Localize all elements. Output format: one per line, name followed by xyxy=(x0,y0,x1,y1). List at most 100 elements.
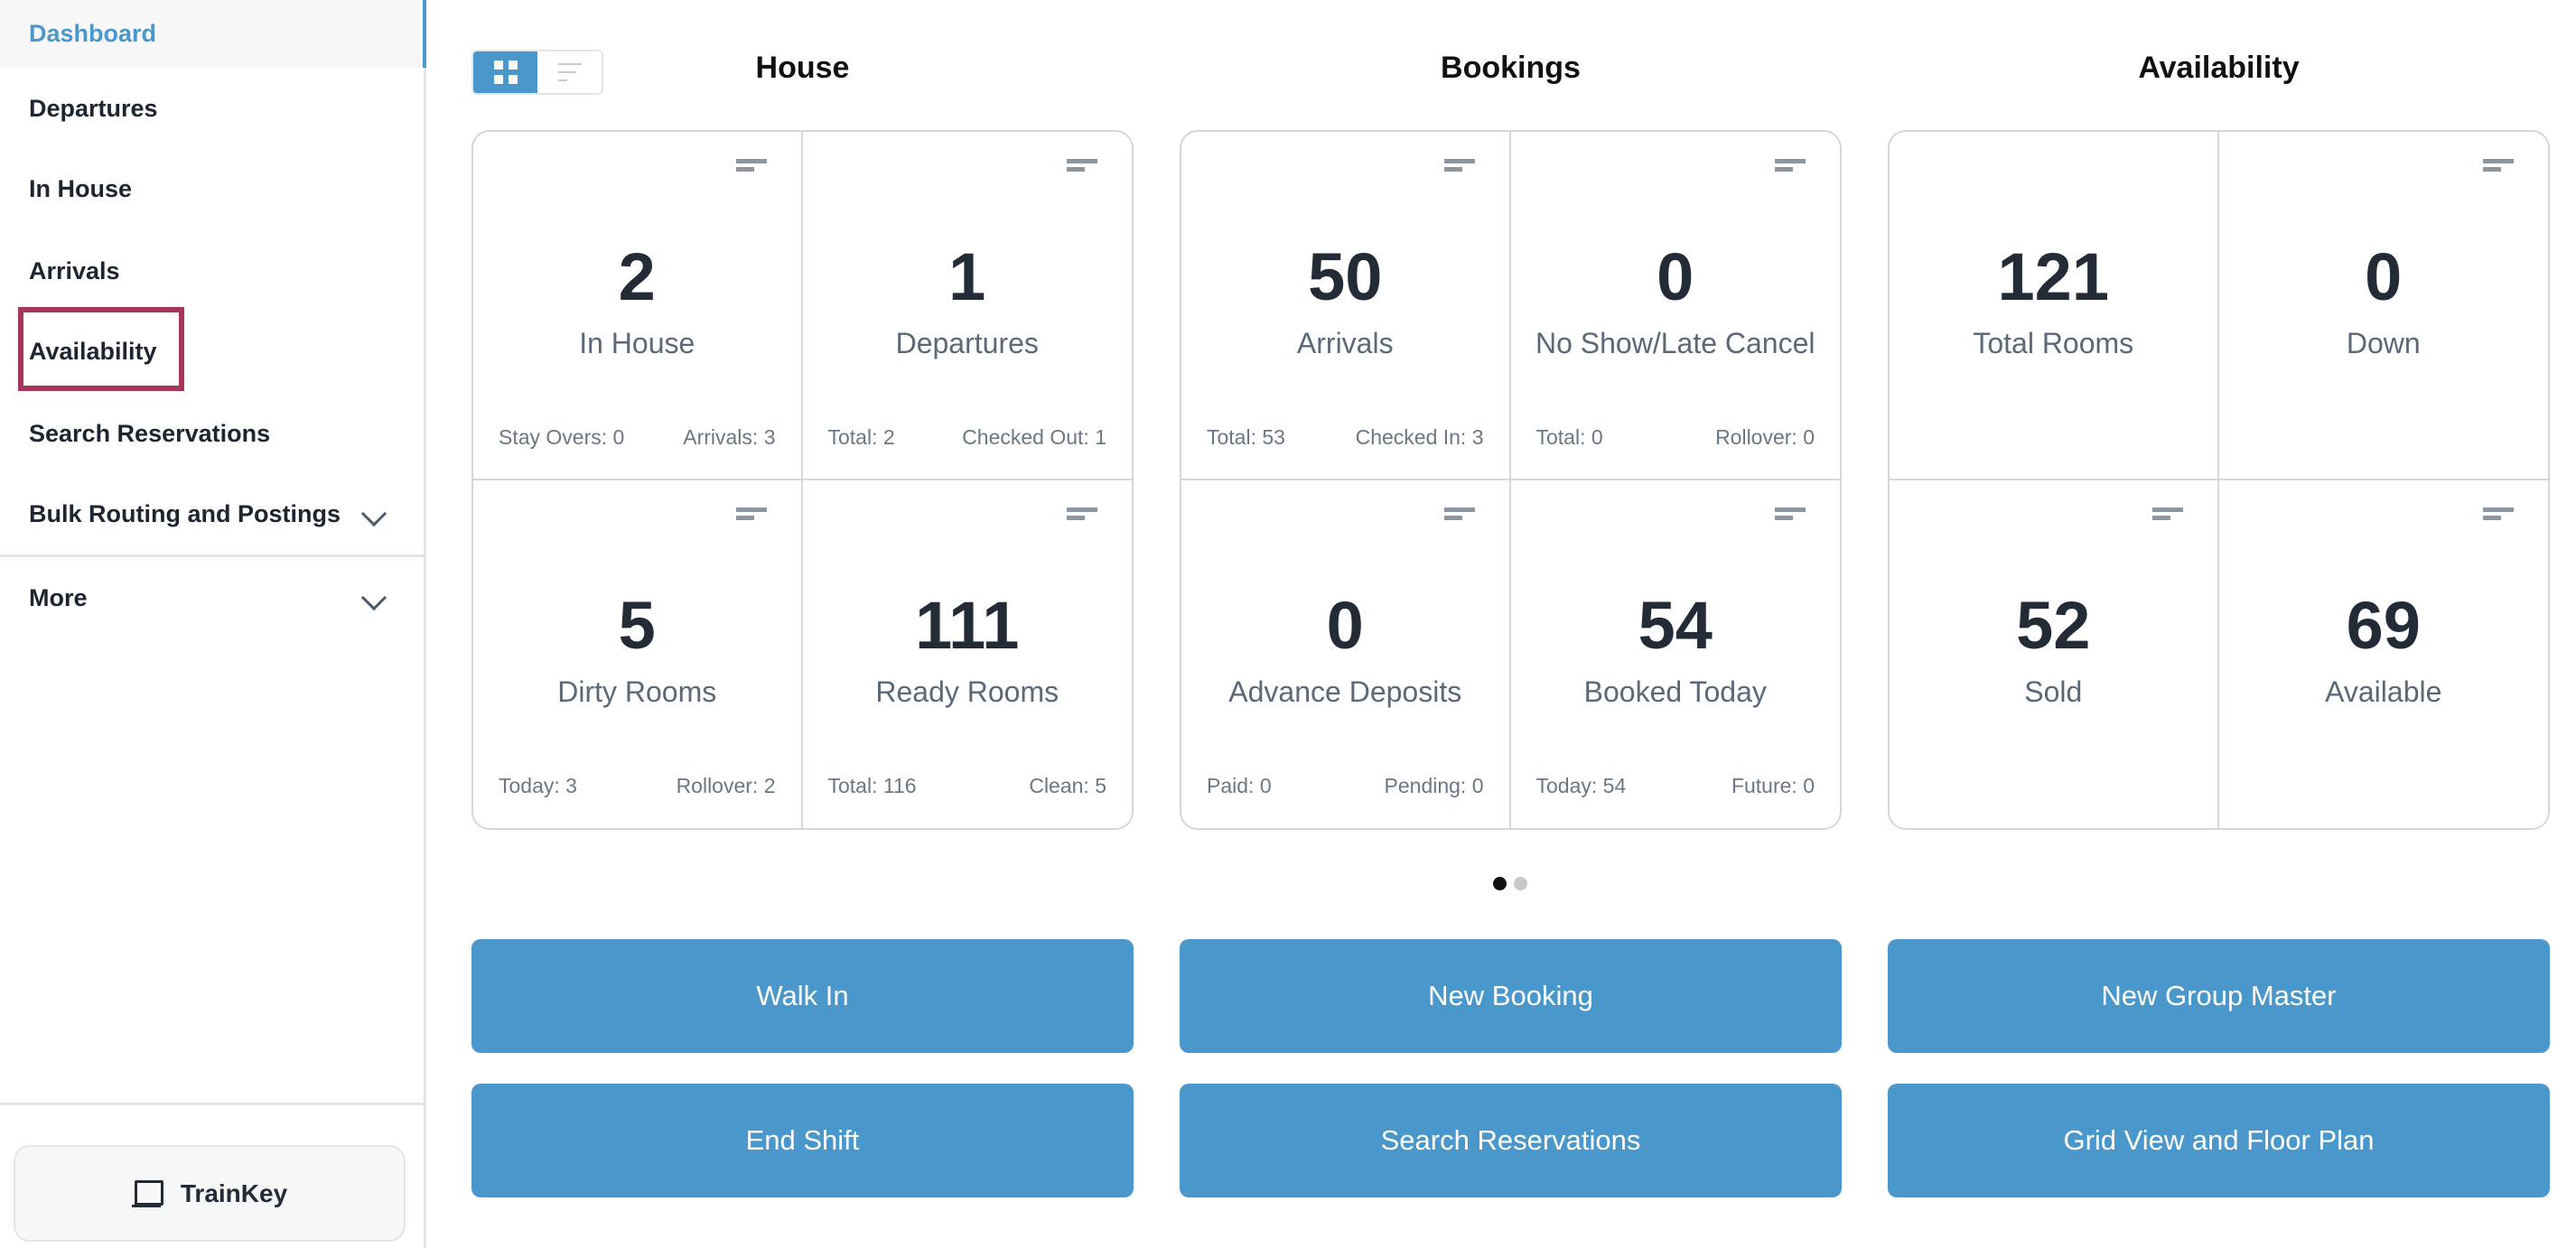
card-group-availability: 121 Total Rooms 0 Down 52 Sold 69 Available xyxy=(1888,130,2550,830)
page-dot-1[interactable] xyxy=(1493,877,1507,890)
stat-card-available[interactable]: 69 Available xyxy=(2219,480,2549,829)
view-toggle xyxy=(471,50,603,95)
stat-footer-right: Rollover: 2 xyxy=(676,773,776,797)
grid-icon xyxy=(493,61,518,84)
sort-menu-icon[interactable] xyxy=(1775,159,1806,179)
sidebar-item-arrivals[interactable]: Arrivals xyxy=(0,235,424,307)
stat-value: 1 xyxy=(948,239,986,314)
stat-value: 0 xyxy=(1326,587,1364,663)
sidebar-item-label: More xyxy=(29,583,88,611)
stat-label: Departures xyxy=(895,327,1039,359)
sort-menu-icon[interactable] xyxy=(735,159,767,179)
stat-card-booked-today[interactable]: 54 Booked Today Today: 54 Future: 0 xyxy=(1511,480,1841,829)
stat-value: 54 xyxy=(1638,587,1713,663)
stat-footer-left: Paid: 0 xyxy=(1207,773,1272,797)
stat-footer-right: Arrivals: 3 xyxy=(683,425,776,449)
stat-label: Arrivals xyxy=(1296,327,1394,359)
stat-footer: Today: 3 Rollover: 2 xyxy=(499,774,776,798)
stat-label: Down xyxy=(2346,327,2421,359)
stat-label: Booked Today xyxy=(1583,675,1767,708)
end-shift-button[interactable]: End Shift xyxy=(471,1084,1134,1197)
sidebar-item-in-house[interactable]: In House xyxy=(0,153,424,225)
trainkey-label: TrainKey xyxy=(180,1178,288,1207)
stat-card-sold[interactable]: 52 Sold xyxy=(1890,480,2219,828)
stat-card-dirty-rooms[interactable]: 5 Dirty Rooms Today: 3 Rollover: 2 xyxy=(473,480,803,828)
sidebar-item-dashboard[interactable]: Dashboard xyxy=(0,0,426,68)
stat-footer-right: Rollover: 0 xyxy=(1715,425,1815,449)
pagination-dots xyxy=(1493,877,1527,890)
section-title-bookings: Bookings xyxy=(1441,51,1581,85)
stat-card-departures[interactable]: 1 Departures Total: 2 Checked Out: 1 xyxy=(802,132,1132,480)
chevron-down-icon xyxy=(360,584,387,611)
stat-value: 0 xyxy=(2365,239,2403,314)
section-title-house: House xyxy=(755,51,850,85)
stat-card-down[interactable]: 0 Down xyxy=(2218,132,2548,480)
sort-menu-icon[interactable] xyxy=(1067,507,1097,527)
sort-menu-icon[interactable] xyxy=(735,507,767,527)
sidebar-item-departures[interactable]: Departures xyxy=(0,72,424,144)
stat-value: 52 xyxy=(2016,587,2091,663)
stat-card-total-rooms[interactable]: 121 Total Rooms xyxy=(1890,132,2219,480)
stat-footer-right: Pending: 0 xyxy=(1384,773,1484,797)
stat-footer-left: Total: 116 xyxy=(827,773,917,797)
sidebar-item-availability[interactable]: Availability xyxy=(0,315,424,387)
stat-card-advance-deposits[interactable]: 0 Advance Deposits Paid: 0 Pending: 0 xyxy=(1181,480,1511,828)
search-reservations-button[interactable]: Search Reservations xyxy=(1180,1084,1842,1197)
sidebar-item-label: In House xyxy=(29,174,133,202)
sidebar-item-label: Search Reservations xyxy=(29,419,271,447)
sort-menu-icon[interactable] xyxy=(2483,159,2514,179)
sort-menu-icon[interactable] xyxy=(1443,159,1475,179)
trainkey-button[interactable]: TrainKey xyxy=(14,1145,406,1242)
stat-footer: Total: 53 Checked In: 3 xyxy=(1207,425,1484,450)
stat-footer: Total: 2 Checked Out: 1 xyxy=(828,425,1107,450)
stat-footer-right: Clean: 5 xyxy=(1029,773,1106,797)
sidebar-item-label: Availability xyxy=(29,337,157,365)
stat-label: Sold xyxy=(2024,675,2083,708)
new-group-master-button[interactable]: New Group Master xyxy=(1888,939,2550,1053)
page-dot-2[interactable] xyxy=(1514,877,1527,890)
highlight-box xyxy=(18,307,184,391)
stat-footer-right: Checked Out: 1 xyxy=(962,425,1106,449)
section-title-availability: Availability xyxy=(2138,51,2300,85)
stat-label: Dirty Rooms xyxy=(557,675,717,708)
sort-menu-icon[interactable] xyxy=(1067,159,1097,179)
stat-footer-right: Future: 0 xyxy=(1731,773,1815,797)
stat-footer-left: Today: 54 xyxy=(1535,773,1627,797)
sidebar-item-bulk-routing[interactable]: Bulk Routing and Postings xyxy=(0,478,424,550)
stat-footer: Paid: 0 Pending: 0 xyxy=(1207,774,1484,798)
stat-label: Advance Deposits xyxy=(1228,675,1462,708)
laptop-icon xyxy=(131,1179,163,1207)
stat-card-in-house[interactable]: 2 In House Stay Overs: 0 Arrivals: 3 xyxy=(473,132,803,480)
sort-menu-icon[interactable] xyxy=(2483,507,2514,527)
sidebar-item-label: Dashboard xyxy=(29,20,157,47)
walk-in-button[interactable]: Walk In xyxy=(471,939,1134,1053)
stat-card-no-show-late-cancel[interactable]: 0 No Show/Late Cancel Total: 0 Rollover: 0 xyxy=(1510,132,1840,480)
stat-footer: Today: 54 Future: 0 xyxy=(1536,774,1815,798)
sort-menu-icon[interactable] xyxy=(1775,507,1806,527)
stat-footer: Total: 0 Rollover: 0 xyxy=(1536,425,1815,450)
divider xyxy=(0,554,424,557)
stat-card-arrivals[interactable]: 50 Arrivals Total: 53 Checked In: 3 xyxy=(1181,132,1511,480)
stat-label: In House xyxy=(579,327,695,359)
stat-card-ready-rooms[interactable]: 111 Ready Rooms Total: 116 Clean: 5 xyxy=(803,480,1133,829)
grid-view-floor-plan-button[interactable]: Grid View and Floor Plan xyxy=(1888,1084,2550,1197)
list-icon xyxy=(557,57,582,88)
sidebar-item-label: Bulk Routing and Postings xyxy=(29,499,341,527)
new-booking-button[interactable]: New Booking xyxy=(1180,939,1842,1053)
stat-value: 2 xyxy=(618,239,656,314)
sort-menu-icon[interactable] xyxy=(2151,507,2183,527)
stat-footer-right: Checked In: 3 xyxy=(1355,425,1484,449)
sort-menu-icon[interactable] xyxy=(1443,507,1475,527)
stat-footer: Stay Overs: 0 Arrivals: 3 xyxy=(499,425,776,450)
stat-footer-left: Total: 53 xyxy=(1207,425,1285,449)
stat-footer-left: Today: 3 xyxy=(499,773,577,797)
stat-value: 69 xyxy=(2346,587,2421,663)
grid-view-button[interactable] xyxy=(473,51,537,93)
sidebar-item-more[interactable]: More xyxy=(0,562,424,634)
stat-label: Total Rooms xyxy=(1973,327,2134,359)
list-view-button[interactable] xyxy=(537,51,602,93)
stat-value: 121 xyxy=(1997,239,2109,314)
sidebar-item-label: Departures xyxy=(29,94,158,122)
stat-footer-left: Total: 2 xyxy=(827,425,895,449)
sidebar-item-search-reservations[interactable]: Search Reservations xyxy=(0,397,424,470)
